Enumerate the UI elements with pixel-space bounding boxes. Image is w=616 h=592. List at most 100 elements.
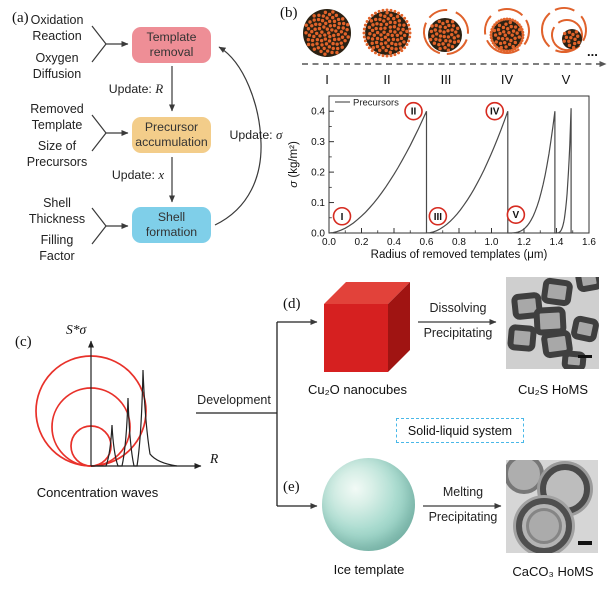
svg-text:V: V (513, 210, 520, 221)
cu2s-caption: Cu₂S HoMS (517, 382, 589, 397)
input-shell-thickness: Shell Thickness (15, 195, 99, 227)
annotation-V: V (506, 205, 526, 225)
x-tick-label: 0.8 (452, 237, 466, 248)
development-label: Development (197, 393, 271, 407)
x-axis-title: Radius of removed templates (μm) (371, 249, 548, 261)
x-tick-label: 0.6 (420, 237, 434, 248)
input-line: Template (31, 118, 83, 132)
cube-top-face (324, 282, 410, 304)
tem-sphere (506, 460, 544, 494)
scale-bar (578, 541, 592, 545)
update-x-label: Update: x (102, 167, 174, 183)
waves-y-axis-label: S*σ (66, 322, 87, 337)
annotation-I: I (332, 206, 352, 226)
waves-x-axis-label: R (210, 451, 219, 466)
box-line: formation (145, 225, 198, 239)
x-tick-label: 1.0 (485, 237, 499, 248)
precipitating-label-d: Precipitating (423, 326, 493, 340)
input-line: Size of (37, 139, 77, 153)
x-tick-label: 1.2 (517, 237, 531, 248)
solid-liquid-system-box: Solid-liquid system (396, 418, 524, 443)
input-oxygen-diffusion: Oxygen Diffusion (15, 50, 99, 82)
template-stage-spheres: I II III IV V... (303, 6, 598, 87)
melting-label: Melting (442, 485, 484, 499)
update-prefix: Update: (229, 128, 273, 142)
feedback-arc-arrow (214, 46, 262, 226)
tem-shell (561, 349, 587, 369)
cu2o-caption: Cu₂O nanocubes (308, 382, 407, 397)
cube-right-face (388, 282, 410, 372)
annotation-II: II (404, 101, 423, 121)
tem-sphere-inner (526, 508, 562, 544)
input-line: Thickness (28, 212, 86, 226)
precipitating-label-e: Precipitating (428, 510, 498, 524)
input-removed-template: Removed Template (15, 101, 99, 133)
tem-shell (574, 277, 599, 294)
panel-label-c: (c) (15, 334, 32, 350)
input-size-of-precursors: Size of Precursors (15, 138, 99, 170)
input-filling-factor: Filling Factor (15, 232, 99, 264)
stage-IV: IV (484, 7, 530, 87)
panel-label-e: (e) (283, 479, 300, 495)
cu2o-nanocube-image (324, 282, 410, 372)
x-tick-label: 0.2 (355, 237, 369, 248)
y-tick-label: 0.0 (311, 229, 325, 240)
y-tick-label: 0.1 (311, 198, 325, 209)
tem-shell (506, 323, 538, 353)
input-line: Factor (39, 249, 75, 263)
panel-label-d: (d) (283, 296, 301, 312)
waves-caption: Concentration waves (36, 485, 159, 500)
y-tick-label: 0.2 (311, 168, 325, 179)
shell-ring (541, 6, 587, 53)
tem-shell (569, 314, 599, 344)
tem-sphere (516, 498, 572, 553)
x-tick-label: 1.4 (550, 237, 564, 248)
box-line: accumulation (135, 135, 208, 149)
box-line: removal (149, 45, 194, 59)
input-line: Shell (43, 196, 71, 210)
svg-text:IV: IV (490, 107, 500, 118)
stage-numeral: IV (501, 72, 514, 87)
input-line: Oxygen (35, 51, 79, 65)
x-tick-label: 0.4 (387, 237, 401, 248)
stage-V: V (541, 6, 587, 87)
input-line: Removed (30, 102, 84, 116)
dissolving-label: Dissolving (429, 301, 487, 315)
input-line: Filling (40, 233, 74, 247)
legend-label: Precursors (353, 98, 399, 109)
precursor-sigma-chart: 0.0 0.2 0.4 0.6 0.8 1.0 1.2 1.4 1.6 0.0 0.1 0.2 0.3 0… (288, 95, 596, 261)
stage-numeral: III (441, 72, 452, 87)
stage-numeral: II (383, 72, 390, 87)
annotation-IV: IV (485, 101, 505, 121)
x-tick-label: 1.6 (582, 237, 596, 248)
input-line: Oxidation (30, 13, 84, 27)
update-variable: x (158, 167, 165, 182)
svg-text:I: I (341, 212, 344, 223)
stage-I: I (303, 9, 351, 87)
caco3-caption: CaCO₃ HoMS (512, 564, 594, 579)
y-tick-label: 0.3 (311, 137, 325, 148)
input-oxidation-reaction: Oxidation Reaction (15, 12, 99, 44)
flow-box-template-removal: Template removal (132, 27, 211, 63)
template-core (562, 29, 582, 49)
y-tick-label: 0.4 (311, 107, 325, 118)
box-line: Shell (157, 210, 186, 224)
cu2s-homs-tem-image (506, 277, 599, 369)
caco3-homs-tem-image (506, 460, 598, 553)
update-R-label: Update: R (100, 81, 172, 97)
y-axis-title: σ (kg/m²) (288, 141, 300, 188)
panel-a-connectors (91, 25, 262, 245)
input-line: Diffusion (32, 67, 82, 81)
scale-bar (578, 355, 592, 358)
ellipsis: ... (587, 44, 598, 59)
svg-text:III: III (434, 212, 443, 223)
box-line: Precursor (144, 120, 199, 134)
update-prefix: Update: (111, 168, 155, 182)
x-tick-label: 0.0 (322, 237, 336, 248)
ice-template-caption: Ice template (333, 562, 405, 577)
concentration-peaks-curve (91, 369, 178, 467)
update-sigma-label: Update: σ (222, 127, 290, 143)
flow-box-precursor-accumulation: Precursor accumulation (132, 117, 211, 153)
